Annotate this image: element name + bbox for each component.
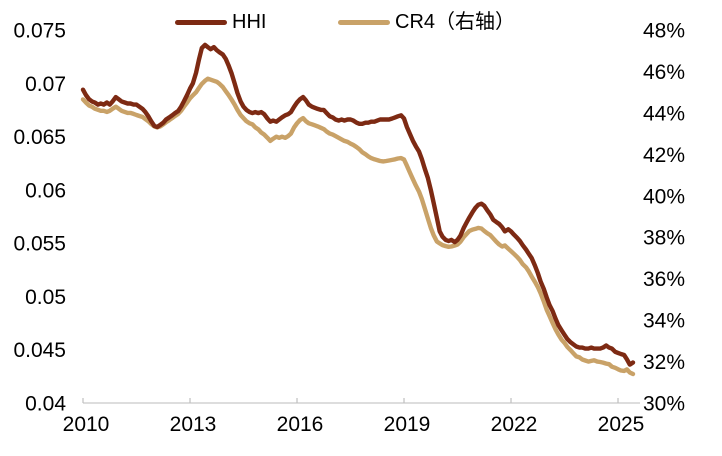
cr4-legend-line-swatch [338,19,390,25]
y-axis-tick-label-right: 38% [643,227,685,250]
y-axis-tick-label-right: 46% [643,61,685,84]
cr4-legend-label: CR4（右轴） [395,11,516,33]
y-axis-tick-label-left: 0.045 [13,339,66,362]
y-axis-tick-label-left: 0.065 [13,126,66,149]
x-axis-tick-label: 2022 [491,413,538,436]
x-axis-tick-label: 2010 [63,413,110,436]
x-axis-tick-label: 2013 [170,413,217,436]
x-axis-tick-label: 2016 [277,413,324,436]
x-axis-tick-label: 2019 [384,413,431,436]
y-axis-tick-label-left: 0.055 [13,233,66,256]
legend-item-cr4: CR4（右轴） [338,10,515,34]
hhi-legend-line-swatch [175,19,227,25]
y-axis-tick-label-right: 36% [643,268,685,291]
hhi-legend-label: HHI [232,11,267,33]
y-axis-tick-label-left: 0.04 [25,393,66,416]
y-axis-tick-label-right: 48% [643,20,685,43]
y-axis-tick-label-right: 42% [643,144,685,167]
y-axis-tick-label-right: 40% [643,185,685,208]
legend-item-hhi: HHI [175,10,266,34]
y-axis-tick-label-right: 30% [643,393,685,416]
hhi-line-series [80,42,636,367]
chart-legend: HHI CR4（右轴） [0,10,722,34]
y-axis-tick-label-right: 34% [643,310,685,333]
y-axis-tick-label-left: 0.07 [25,73,66,96]
y-axis-tick-label-left: 0.075 [13,20,66,43]
y-axis-tick-label-left: 0.06 [25,179,66,202]
y-axis-tick-label-left: 0.05 [25,286,66,309]
y-axis-tick-label-right: 44% [643,102,685,125]
x-axis-tick-label: 2025 [598,413,645,436]
y-axis-tick-label-right: 32% [643,351,685,374]
cr4-line-series [80,76,636,377]
